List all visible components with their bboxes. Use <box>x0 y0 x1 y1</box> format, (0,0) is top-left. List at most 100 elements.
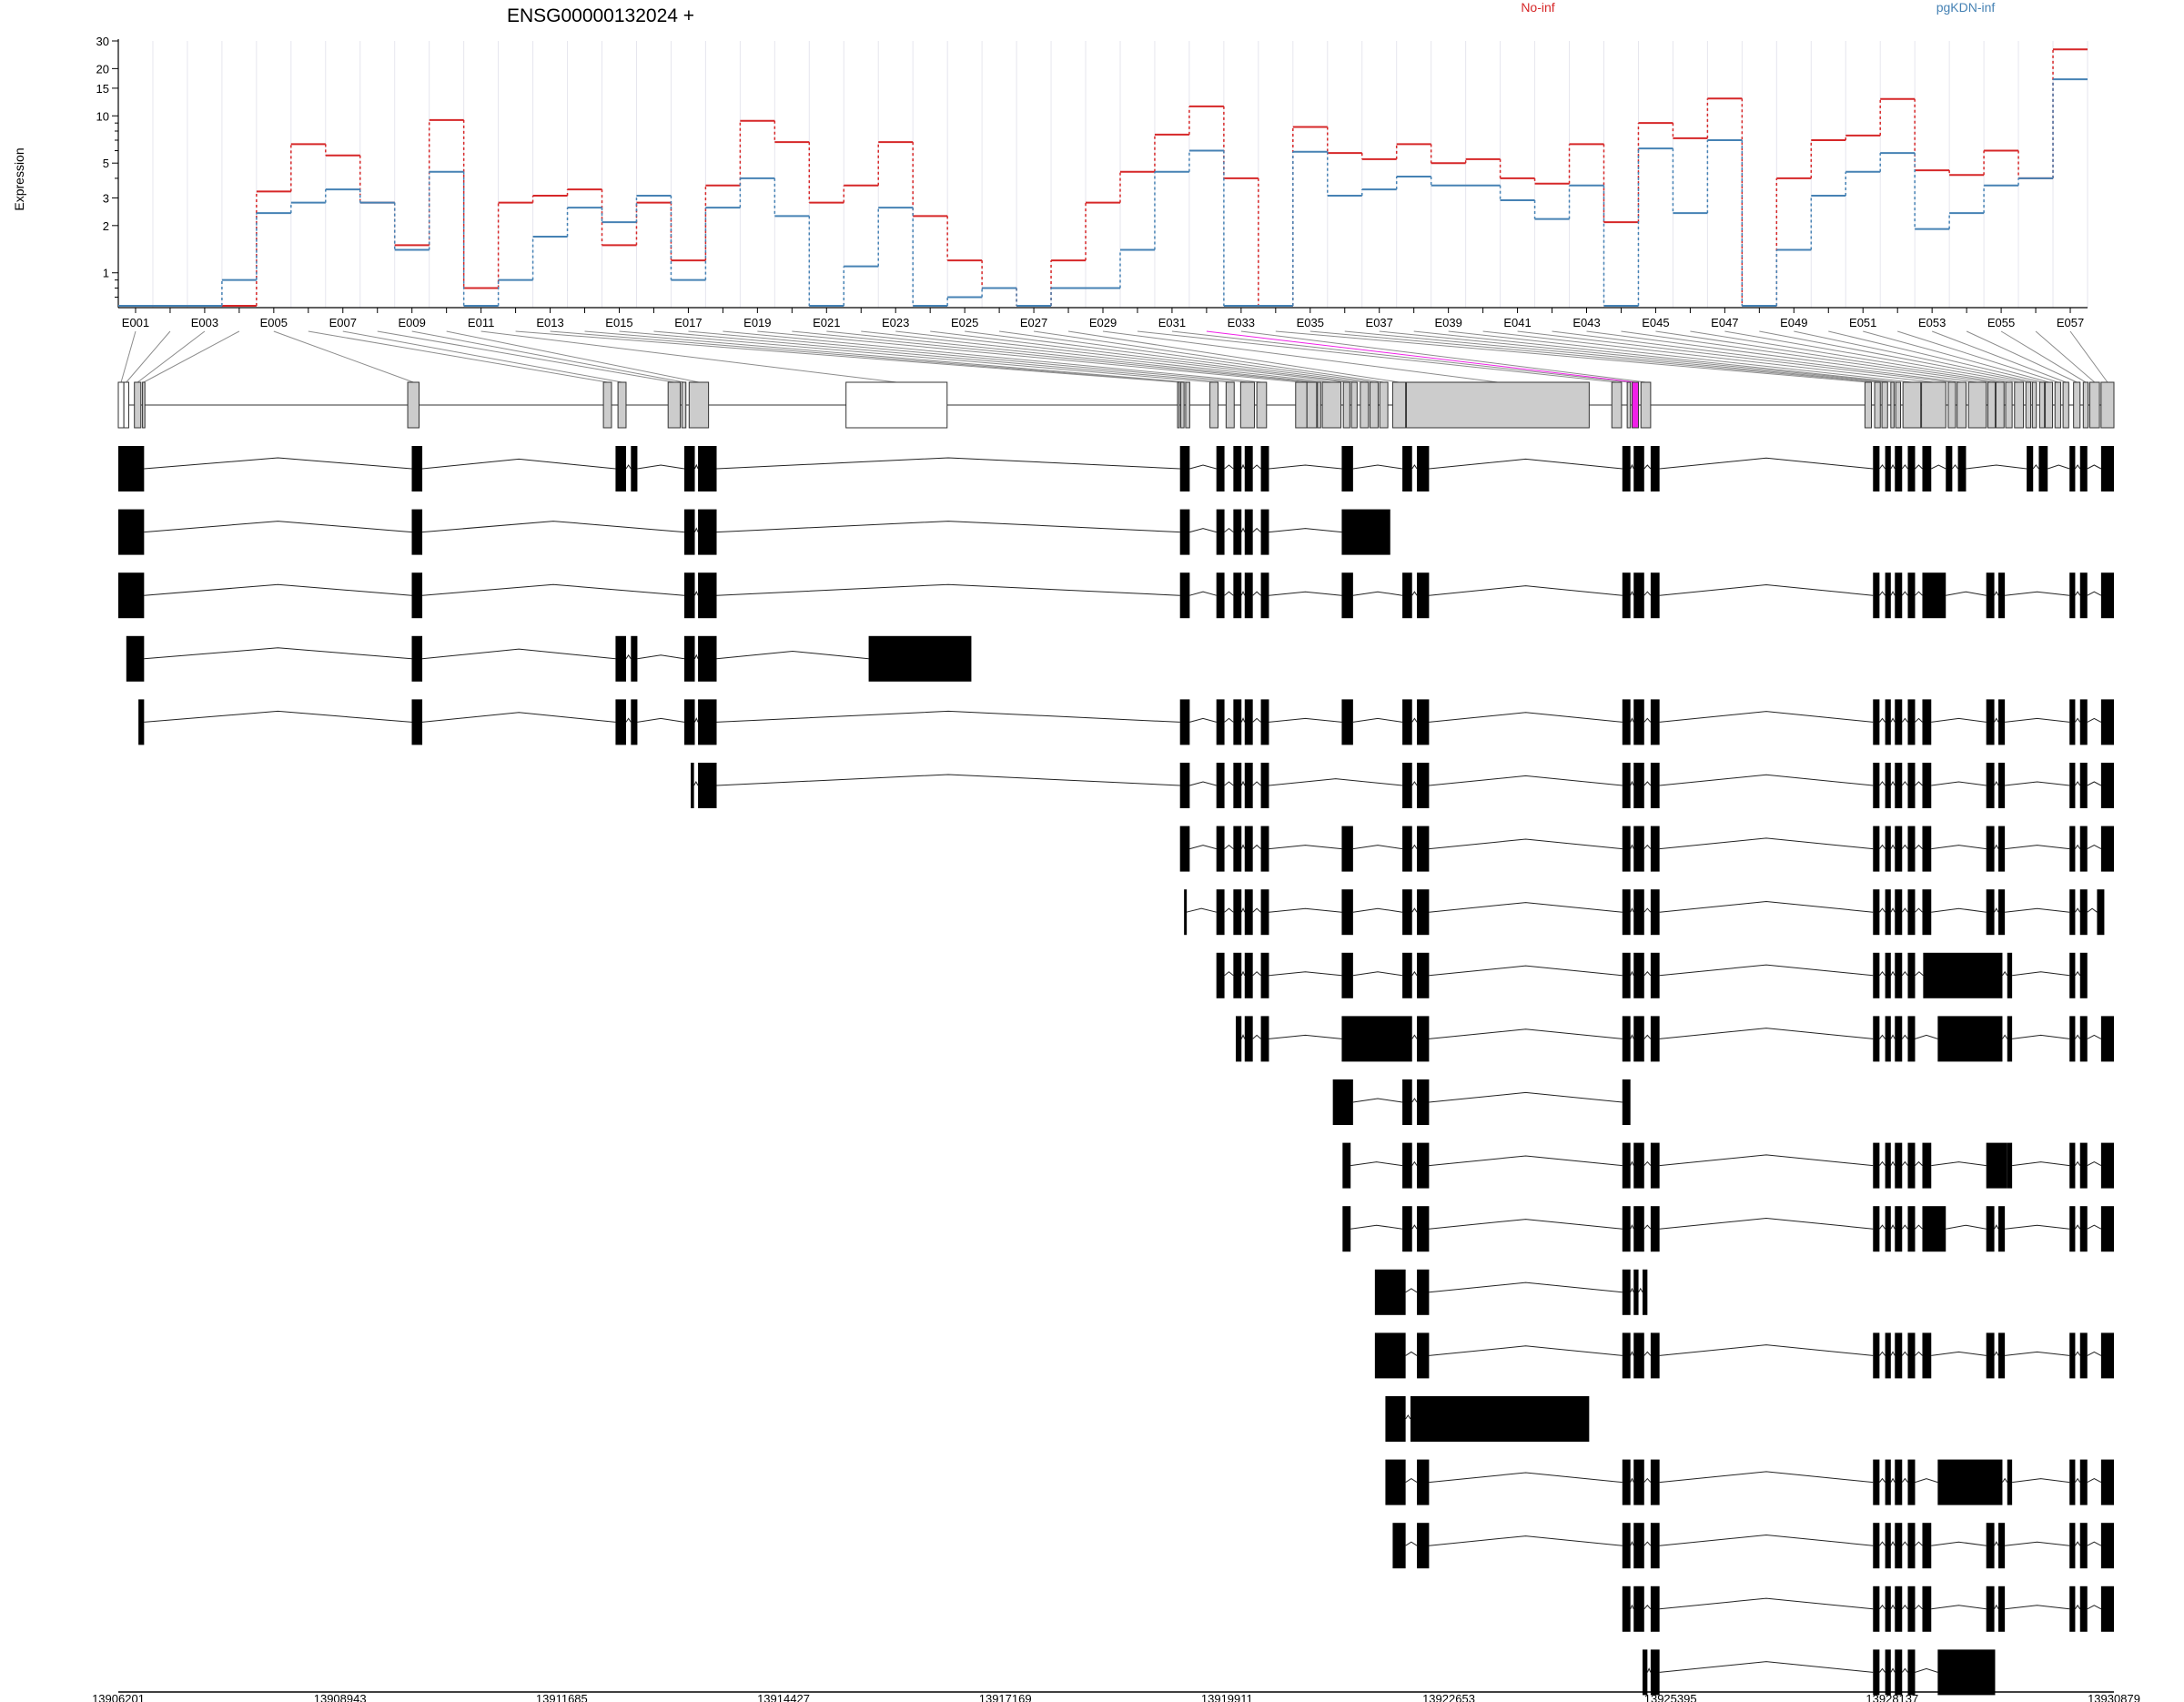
transcript-exon <box>1650 1649 1660 1696</box>
intron <box>2005 907 2070 913</box>
intron <box>1224 844 1234 849</box>
transcript-exon <box>1622 1332 1631 1379</box>
exon-mapping-line <box>550 330 1183 383</box>
intron <box>1931 717 1987 723</box>
exon-mapping-line <box>1413 330 1898 383</box>
transcript-exon <box>2100 1459 2114 1505</box>
intron <box>1901 717 1908 723</box>
intron <box>1878 1034 1886 1039</box>
transcript-exon <box>1907 1332 1916 1379</box>
exon-mapping-line <box>1966 330 2078 383</box>
exon-mapping-line <box>999 330 1375 383</box>
transcript-exon <box>2100 1142 2114 1189</box>
transcript-exon <box>1650 446 1660 491</box>
intron <box>1429 1028 1623 1039</box>
intron <box>1643 844 1652 849</box>
transcript-row <box>1236 1016 2114 1062</box>
intron <box>1189 781 1217 786</box>
transcript-exon <box>1885 1142 1891 1189</box>
transcript-exon <box>1179 572 1190 619</box>
transcript-row <box>1374 1332 2114 1379</box>
intron <box>1411 1034 1418 1039</box>
intron <box>1638 1287 1643 1293</box>
transcript-exon <box>631 446 638 491</box>
intron <box>1405 1414 1411 1420</box>
transcript-exon <box>118 509 145 555</box>
intron <box>1252 1034 1261 1039</box>
intron <box>1429 712 1623 723</box>
intron <box>2087 845 2102 850</box>
x-tick-label: E033 <box>1228 316 1255 329</box>
intron <box>1186 907 1217 913</box>
transcript-exon <box>1873 446 1880 491</box>
transcript-exon <box>1873 952 1880 998</box>
transcript-exon <box>1260 952 1269 998</box>
transcript-exon <box>1633 952 1644 998</box>
transcript-exon <box>1244 446 1253 491</box>
intron <box>1352 717 1403 723</box>
intron <box>144 647 412 660</box>
intron <box>694 463 699 470</box>
transcript-exon <box>1236 1016 1242 1062</box>
intron <box>2087 1605 2102 1610</box>
intron <box>1252 717 1261 723</box>
intron <box>1411 781 1418 786</box>
intron <box>1189 464 1217 470</box>
transcript-exon <box>2069 1585 2076 1632</box>
transcript-exon <box>1895 1206 1903 1252</box>
intron <box>1189 528 1217 533</box>
intron <box>1240 907 1246 913</box>
intron <box>1901 1351 1908 1356</box>
intron <box>1429 1219 1623 1230</box>
transcript-exon <box>2079 1523 2088 1569</box>
transcript-exon <box>1633 1142 1644 1189</box>
intron <box>1915 1160 1923 1166</box>
transcript-exon <box>1885 1332 1891 1379</box>
transcript-exon <box>1885 1649 1891 1696</box>
transcript-exon <box>1957 446 1967 491</box>
intron <box>1252 591 1261 596</box>
y-axis-label: Expression <box>12 147 26 210</box>
transcript-exon <box>1216 889 1225 936</box>
intron <box>1915 781 1923 786</box>
intron <box>1429 1091 1623 1103</box>
intron <box>1429 458 1623 470</box>
transcript-exon <box>1417 889 1430 936</box>
transcript-exon <box>1417 699 1430 745</box>
intron <box>1646 1667 1652 1673</box>
intron <box>1915 1351 1923 1356</box>
transcript-exon <box>2097 889 2105 936</box>
exon-box <box>1874 381 1881 429</box>
transcript-exon <box>126 635 145 682</box>
exon-box <box>1350 381 1358 429</box>
exon-mapping-line <box>377 330 674 383</box>
intron <box>2032 464 2039 470</box>
exon-box <box>1895 381 1901 429</box>
intron <box>1429 838 1623 850</box>
intron <box>2087 717 2102 723</box>
exon-box <box>134 381 142 429</box>
intron <box>2002 1034 2008 1039</box>
intron <box>1901 1224 1908 1230</box>
genomic-tick-label: 13922653 <box>1422 1692 1475 1702</box>
intron <box>421 648 616 660</box>
transcript-exon <box>2079 1142 2088 1189</box>
transcript-row <box>118 572 2114 619</box>
transcript-row <box>118 446 2114 491</box>
transcript-exon <box>1244 1016 1253 1062</box>
exon-box <box>617 381 627 429</box>
transcript-exon <box>1986 1585 1995 1632</box>
transcript-exon <box>698 763 717 808</box>
transcript-exon <box>1392 1523 1406 1569</box>
transcript-exon <box>1895 1523 1903 1569</box>
transcript-exon <box>1233 952 1242 998</box>
intron <box>2005 1224 2070 1230</box>
transcript-exon <box>1885 446 1891 491</box>
transcript-exon <box>1907 446 1916 491</box>
transcript-row <box>1216 952 2088 998</box>
transcript-exon <box>1885 889 1891 936</box>
transcript-exon <box>2069 699 2076 745</box>
exon-mapping-line <box>342 330 622 383</box>
intron <box>2075 717 2081 723</box>
transcript-exon <box>1633 763 1644 808</box>
